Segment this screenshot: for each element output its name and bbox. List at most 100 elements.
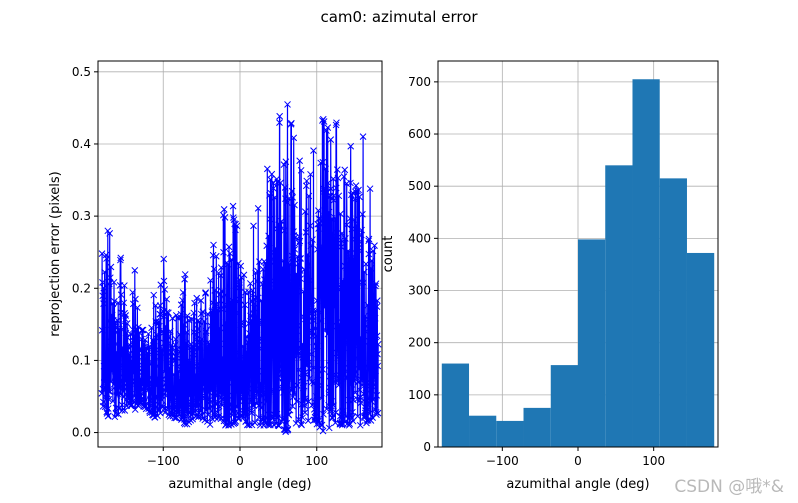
x-marker	[250, 222, 257, 230]
x-marker	[317, 159, 325, 167]
x-marker	[374, 409, 382, 417]
x-marker	[302, 315, 309, 323]
x-marker	[105, 395, 113, 403]
x-marker	[221, 301, 228, 309]
x-marker	[115, 325, 123, 333]
x-marker	[368, 257, 376, 265]
x-marker	[317, 317, 325, 325]
y-axis-ticks: 0 100 200 300 400 500 600 700	[408, 75, 438, 454]
x-marker	[357, 399, 365, 407]
x-marker	[200, 358, 208, 365]
x-marker	[276, 119, 283, 126]
x-marker	[171, 341, 179, 349]
x-marker	[334, 347, 342, 355]
x-marker	[239, 353, 247, 361]
x-marker	[160, 255, 168, 263]
x-marker	[221, 291, 229, 299]
x-marker	[348, 225, 356, 233]
x-marker	[371, 314, 379, 322]
x-marker	[252, 318, 260, 325]
histogram-bar	[632, 79, 660, 447]
x-marker	[366, 185, 374, 193]
x-marker	[208, 360, 215, 368]
x-marker	[104, 405, 112, 412]
x-marker	[249, 287, 256, 294]
x-marker	[272, 396, 279, 403]
x-marker	[217, 368, 224, 375]
x-marker	[286, 260, 293, 268]
x-marker	[329, 414, 336, 422]
x-marker	[351, 389, 359, 396]
x-marker	[365, 235, 373, 243]
x-marker	[211, 301, 219, 309]
x-marker	[312, 325, 319, 332]
x-marker	[131, 368, 139, 375]
x-marker	[272, 257, 279, 265]
x-marker	[354, 412, 362, 420]
x-marker	[206, 378, 214, 385]
x-tick-label: 100	[305, 454, 328, 468]
x-marker	[322, 326, 329, 334]
x-marker	[315, 382, 323, 389]
x-marker	[373, 332, 381, 340]
x-marker	[320, 118, 328, 125]
x-marker	[323, 405, 331, 413]
y-tick-label: 0	[423, 440, 431, 454]
x-marker	[349, 408, 356, 416]
x-marker	[159, 328, 167, 335]
x-marker	[298, 421, 305, 429]
x-marker	[281, 184, 289, 191]
x-marker	[296, 255, 303, 263]
x-marker	[107, 346, 115, 354]
x-marker	[226, 250, 234, 257]
x-marker	[287, 375, 294, 383]
x-marker	[202, 327, 210, 335]
x-marker	[359, 344, 367, 352]
x-marker	[242, 348, 250, 355]
x-marker	[232, 226, 239, 234]
x-marker	[193, 294, 201, 302]
x-marker	[291, 201, 298, 209]
x-marker	[210, 385, 218, 393]
x-marker	[310, 379, 318, 387]
x-marker	[186, 358, 194, 365]
x-marker	[111, 297, 118, 305]
x-marker	[263, 242, 271, 250]
x-marker	[197, 297, 205, 304]
x-tick-label: 100	[642, 454, 665, 468]
histogram-bar	[659, 178, 687, 447]
x-marker	[303, 322, 310, 330]
x-marker	[283, 199, 291, 206]
x-marker	[270, 351, 278, 359]
x-marker	[373, 303, 381, 311]
x-marker	[355, 247, 363, 255]
x-marker	[342, 306, 350, 313]
x-marker	[286, 346, 294, 353]
x-marker	[192, 380, 200, 387]
x-marker	[182, 341, 190, 348]
x-marker	[177, 310, 185, 318]
x-marker	[154, 374, 161, 381]
x-marker	[364, 417, 372, 424]
x-marker	[258, 385, 266, 393]
x-marker	[356, 421, 364, 429]
x-marker	[290, 134, 298, 142]
x-marker	[258, 345, 265, 352]
x-marker	[139, 326, 147, 334]
x-marker	[144, 349, 151, 357]
x-marker	[153, 381, 160, 389]
x-marker	[253, 326, 261, 334]
x-marker	[276, 369, 284, 377]
x-marker	[188, 398, 195, 406]
x-marker	[366, 337, 373, 345]
x-marker	[340, 173, 348, 180]
x-marker	[319, 365, 326, 373]
x-marker	[180, 359, 188, 367]
x-marker	[260, 389, 267, 396]
x-marker	[352, 373, 360, 381]
x-marker	[153, 405, 161, 412]
x-marker	[312, 332, 320, 340]
x-marker	[310, 147, 317, 154]
x-marker	[374, 350, 381, 358]
x-marker	[330, 402, 337, 410]
